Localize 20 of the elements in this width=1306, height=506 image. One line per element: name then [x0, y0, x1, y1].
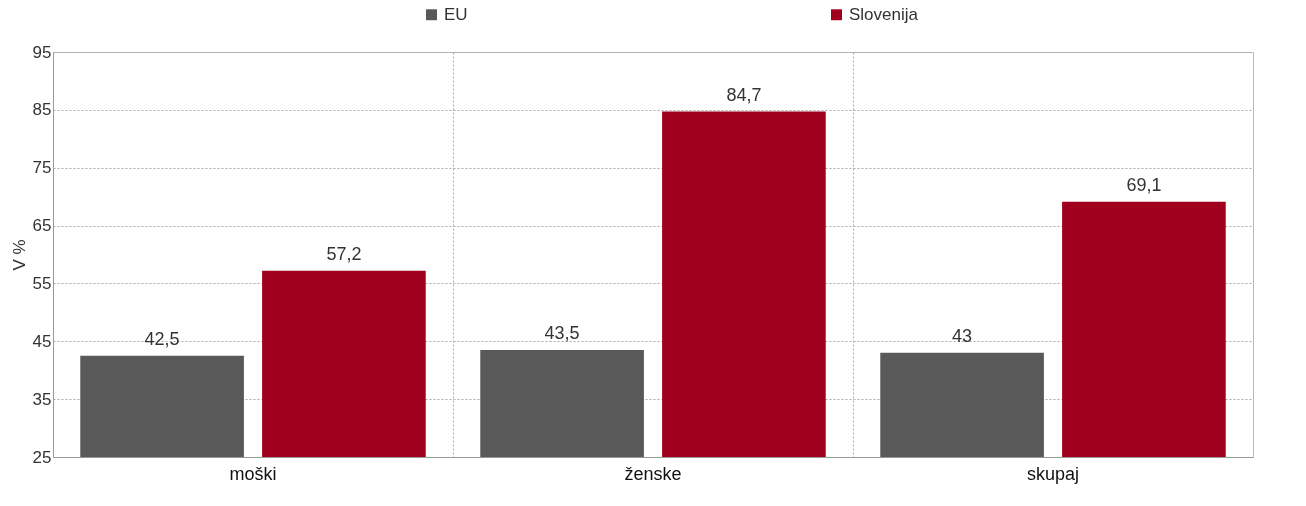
y-axis-title: V % — [9, 239, 29, 271]
x-tick-label: moški — [229, 463, 277, 484]
y-tick-label: 35 — [32, 389, 52, 409]
y-tick-label: 75 — [32, 158, 52, 178]
y-tick-label: 25 — [32, 447, 52, 467]
data-label: 57,2 — [326, 243, 362, 264]
y-tick-label: 45 — [32, 331, 52, 351]
data-label: 42,5 — [144, 328, 180, 349]
y-tick-label: 95 — [32, 42, 52, 62]
y-tick-label: 65 — [32, 216, 52, 236]
data-label: 43,5 — [544, 322, 580, 343]
x-tick-label: ženske — [624, 463, 682, 484]
data-label: 84,7 — [726, 84, 762, 105]
data-label: 43 — [952, 325, 973, 346]
x-tick-label: skupaj — [1026, 463, 1080, 484]
y-tick-label: 85 — [32, 100, 52, 120]
legend-label: EU — [444, 4, 468, 24]
y-tick-label: 55 — [32, 273, 52, 293]
data-label: 69,1 — [1126, 174, 1162, 195]
legend-label: Slovenija — [849, 4, 919, 24]
